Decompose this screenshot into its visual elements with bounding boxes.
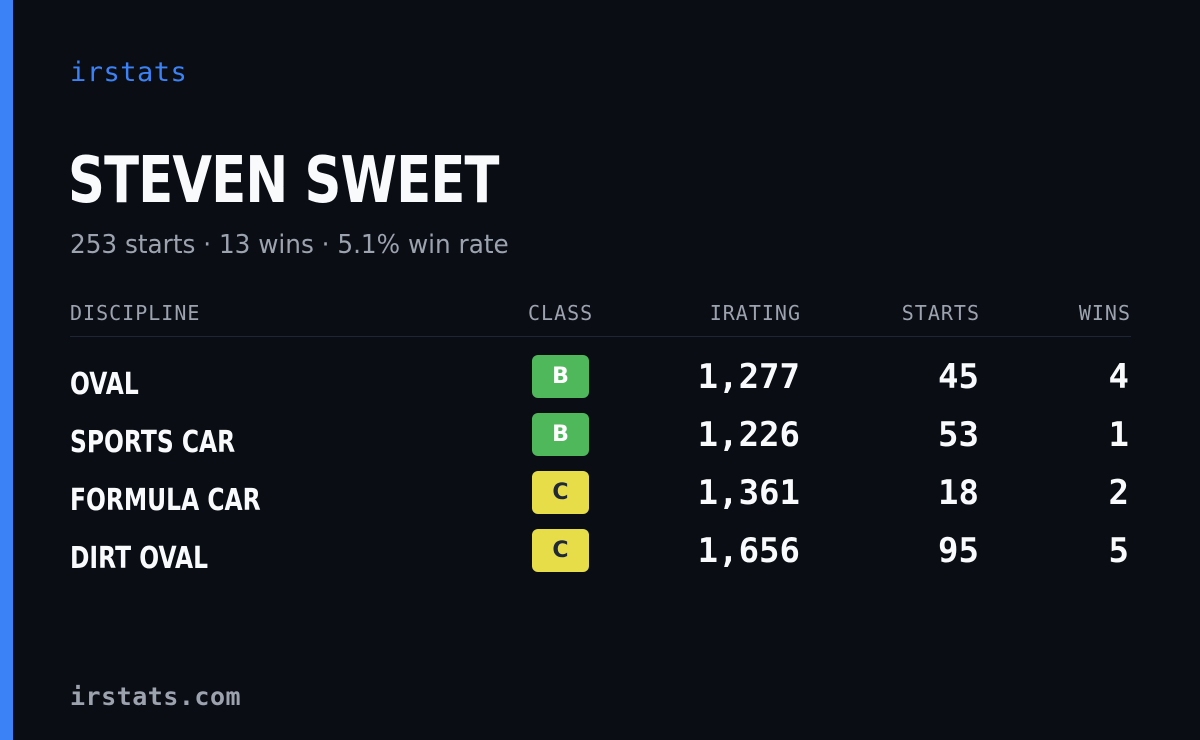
wins-value: 1 [1108,415,1129,455]
starts-value: 18 [938,473,979,513]
driver-name: STEVEN SWEET [68,144,499,218]
wins-value: 4 [1108,357,1129,397]
header-irating: IRATING [709,301,801,325]
starts-value: 95 [938,531,979,571]
discipline-name: DIRT OVAL [70,541,209,576]
irating-value: 1,277 [697,357,800,397]
class-badge: B [532,413,589,456]
irating-value: 1,226 [697,415,800,455]
driver-summary: 253 starts · 13 wins · 5.1% win rate [70,230,509,260]
irating-value: 1,656 [697,531,800,571]
class-badge: C [532,529,589,572]
table-body: OVAL B 1,277 45 4 SPORTS CAR B 1,226 53 … [70,353,1131,585]
stats-table: DISCIPLINE CLASS IRATING STARTS WINS OVA… [70,296,1131,585]
table-header: DISCIPLINE CLASS IRATING STARTS WINS [70,296,1131,337]
header-wins: WINS [1078,301,1131,325]
table-row: DIRT OVAL C 1,656 95 5 [70,527,1131,585]
table-row: SPORTS CAR B 1,226 53 1 [70,411,1131,469]
header-discipline: DISCIPLINE [70,301,201,325]
table-row: OVAL B 1,277 45 4 [70,353,1131,411]
discipline-name: FORMULA CAR [70,483,261,518]
footer-url: irstats.com [70,682,242,711]
wins-value: 5 [1108,531,1129,571]
wins-value: 2 [1108,473,1129,513]
starts-value: 45 [938,357,979,397]
header-class: CLASS [528,301,594,325]
discipline-name: SPORTS CAR [70,425,236,460]
brand-logo: irstats [70,57,188,88]
accent-bar [0,0,13,740]
irating-value: 1,361 [697,473,800,513]
discipline-name: OVAL [70,367,139,402]
starts-value: 53 [938,415,979,455]
class-badge: B [532,355,589,398]
class-badge: C [532,471,589,514]
table-row: FORMULA CAR C 1,361 18 2 [70,469,1131,527]
header-starts: STARTS [901,301,980,325]
